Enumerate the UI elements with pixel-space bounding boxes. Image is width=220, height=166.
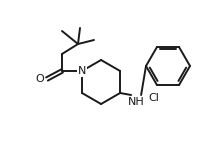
Text: Cl: Cl: [148, 93, 160, 103]
Text: NH: NH: [128, 97, 145, 107]
Text: N: N: [78, 66, 86, 76]
Text: O: O: [35, 74, 44, 84]
